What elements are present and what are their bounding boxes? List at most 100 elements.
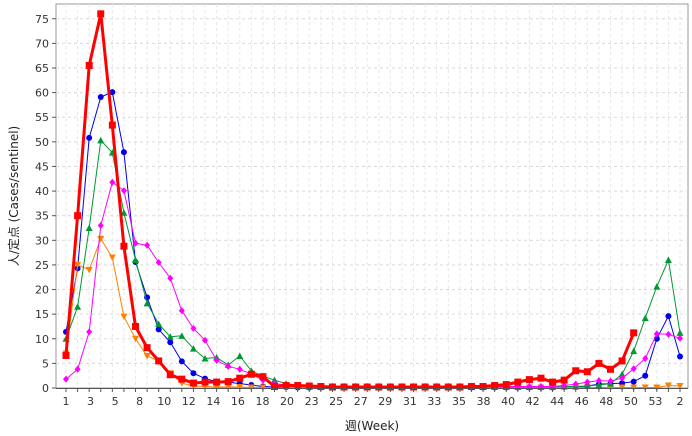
data-point: [108, 254, 116, 262]
data-point: [340, 383, 348, 391]
data-point: [491, 382, 499, 390]
data-point: [109, 89, 116, 96]
series-4: [62, 10, 638, 391]
data-point: [224, 378, 232, 386]
data-point: [630, 347, 638, 355]
data-point: [190, 324, 197, 332]
data-point: [213, 384, 221, 391]
data-point: [467, 383, 475, 391]
data-point: [201, 354, 209, 362]
data-point: [561, 382, 568, 390]
data-point: [456, 383, 464, 391]
data-point: [155, 320, 163, 327]
data-point: [97, 222, 104, 230]
x-tick-label: 50: [624, 395, 638, 408]
data-point: [224, 384, 232, 391]
x-axis-ticks: 1 3 5 8 10 12 14 16 18 20 23 25 27 29 31 33 35 38 40 42 44 46…: [63, 388, 684, 408]
data-point: [155, 357, 163, 365]
data-point: [479, 383, 487, 391]
x-tick-label: 35: [452, 395, 466, 408]
data-point: [560, 376, 568, 384]
data-point: [74, 365, 81, 373]
y-tick-label: 45: [35, 160, 49, 173]
data-point: [410, 383, 418, 391]
data-point: [294, 382, 302, 390]
data-point: [630, 329, 638, 337]
data-point: [619, 374, 626, 382]
data-point: [549, 378, 557, 386]
data-point: [143, 299, 151, 307]
y-tick-label: 30: [35, 234, 49, 247]
data-point: [120, 313, 128, 321]
data-point: [86, 134, 93, 141]
x-tick-label: 23: [305, 395, 319, 408]
data-point: [305, 382, 313, 390]
data-point: [595, 377, 602, 385]
data-point: [155, 258, 162, 266]
data-point: [525, 376, 533, 384]
y-tick-label: 5: [42, 357, 49, 370]
data-point: [676, 329, 684, 336]
data-point: [63, 375, 69, 383]
x-tick-label: 3: [87, 395, 94, 408]
data-point: [166, 333, 174, 340]
data-point: [189, 345, 197, 352]
plot-area: [55, 3, 689, 389]
data-point: [282, 382, 290, 390]
data-point: [618, 357, 626, 365]
x-tick-label: 38: [477, 395, 491, 408]
data-point: [74, 212, 82, 220]
x-tick-label: 27: [354, 395, 368, 408]
data-point: [167, 339, 174, 346]
y-axis-title: 人/定点 (Cases/sentinel): [6, 126, 21, 267]
data-point: [247, 384, 255, 392]
data-point: [202, 336, 209, 344]
x-axis-title: 週(Week): [345, 419, 399, 433]
data-point: [630, 365, 637, 373]
data-point: [641, 384, 649, 392]
y-tick-label: 55: [35, 111, 49, 124]
data-point: [317, 383, 325, 391]
x-tick-label: 2: [677, 395, 684, 408]
x-tick-label: 53: [648, 395, 662, 408]
data-point: [677, 334, 683, 342]
data-point: [97, 10, 105, 18]
x-tick-label: 5: [112, 395, 119, 408]
y-tick-label: 35: [35, 210, 49, 223]
data-point: [167, 274, 174, 282]
grid-lines: [56, 4, 688, 388]
data-point: [271, 383, 279, 391]
data-point: [584, 378, 591, 386]
data-point: [642, 354, 649, 362]
data-point: [421, 383, 429, 391]
data-point: [201, 378, 209, 386]
y-tick-label: 10: [35, 333, 49, 346]
x-tick-label: 44: [550, 395, 564, 408]
data-point: [664, 382, 672, 390]
data-point: [178, 358, 185, 365]
data-point: [85, 266, 93, 274]
data-point: [641, 314, 649, 322]
data-point: [444, 383, 452, 391]
data-point: [642, 372, 649, 379]
data-point: [97, 136, 105, 144]
data-point: [583, 368, 591, 376]
data-point: [247, 370, 255, 378]
y-tick-label: 20: [35, 284, 49, 297]
data-point: [271, 376, 279, 384]
x-tick-label: 25: [329, 395, 343, 408]
data-point: [259, 373, 267, 381]
data-point: [595, 359, 603, 367]
data-point: [618, 384, 626, 392]
data-point: [120, 149, 127, 156]
series-layer: [62, 10, 684, 392]
data-point: [572, 380, 579, 388]
data-point: [398, 383, 406, 391]
x-tick-label: 14: [206, 395, 220, 408]
data-point: [97, 94, 104, 101]
data-point: [109, 178, 116, 186]
x-tick-label: 42: [526, 395, 540, 408]
data-point: [166, 371, 174, 379]
y-tick-label: 75: [35, 13, 49, 26]
